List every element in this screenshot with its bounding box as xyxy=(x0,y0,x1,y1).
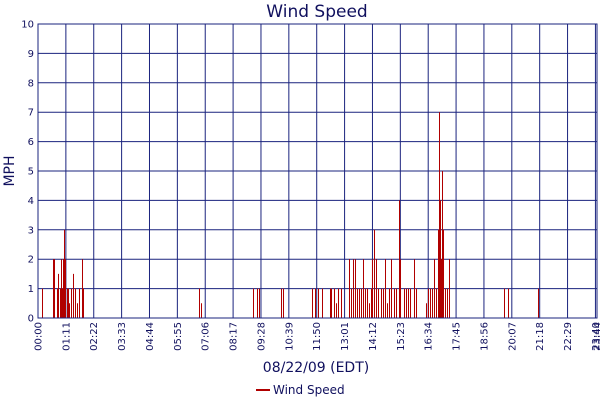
x-tick-label: 18:56 xyxy=(479,322,490,351)
x-tick-label: 08:17 xyxy=(229,322,240,351)
x-axis-label: 08/22/09 (EDT) xyxy=(263,360,369,376)
x-tick-label: 07:06 xyxy=(201,322,212,351)
y-tick-label: 3 xyxy=(28,225,34,236)
x-tick-label: 22:29 xyxy=(563,322,574,351)
y-tick-label: 9 xyxy=(28,49,34,60)
y-tick-label: 0 xyxy=(28,314,34,325)
x-tick-label: 13:01 xyxy=(340,322,351,351)
legend: Wind Speed xyxy=(256,383,345,397)
y-tick-label: 4 xyxy=(28,196,34,207)
y-tick-label: 10 xyxy=(21,20,34,31)
x-tick-label: 10:39 xyxy=(284,322,295,351)
x-tick-label: 01:11 xyxy=(61,322,72,351)
x-tick-label: 21:18 xyxy=(535,322,546,351)
y-axis-label: MPH xyxy=(2,155,18,186)
x-tick-label: 09:28 xyxy=(256,322,267,351)
x-tick-label: 16:34 xyxy=(424,322,435,351)
y-tick-label: 6 xyxy=(28,137,34,148)
x-tick-label: 20:07 xyxy=(507,322,518,351)
x-tick-label: 15:23 xyxy=(396,322,407,351)
x-tick-label: 02:22 xyxy=(89,322,100,351)
x-tick-label: 23:44 xyxy=(593,322,600,351)
x-tick-label: 11:50 xyxy=(312,322,323,351)
plot-frame xyxy=(37,23,598,319)
series-wind-speed xyxy=(42,112,539,318)
y-tick-label: 8 xyxy=(28,78,34,89)
x-tick-label: 03:33 xyxy=(117,322,128,351)
legend-label: Wind Speed xyxy=(273,383,345,397)
y-tick-label: 1 xyxy=(28,284,34,295)
y-tick-label: 7 xyxy=(28,108,34,119)
chart-title: Wind Speed xyxy=(266,2,367,22)
y-tick-label: 2 xyxy=(28,255,34,266)
x-tick-label: 17:45 xyxy=(452,322,463,351)
x-tick-label: 23:40 xyxy=(591,322,600,351)
x-tick-label: 14:12 xyxy=(368,322,379,351)
x-tick-label: 00:00 xyxy=(34,322,45,351)
x-axis-ticks: 00:00 01:11 02:22 03:33 04:44 05:55 07:06 08:17… xyxy=(34,322,600,351)
y-axis-ticks: 0 1 2 3 4 5 6 7 8 9 10 xyxy=(21,20,34,325)
y-tick-label: 5 xyxy=(28,167,34,178)
x-tick-label: 04:44 xyxy=(145,322,156,351)
x-tick-label: 05:55 xyxy=(173,322,184,351)
